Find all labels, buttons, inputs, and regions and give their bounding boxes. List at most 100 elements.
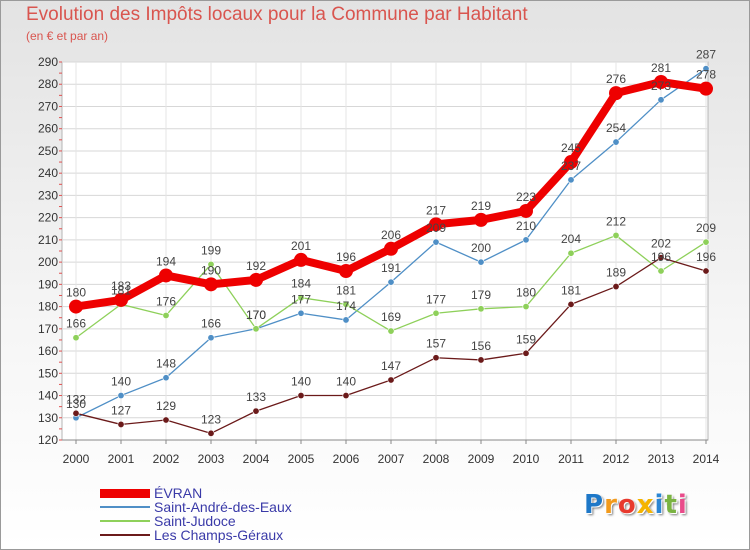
y-tick-label: 260 <box>38 122 58 136</box>
data-point <box>384 241 398 256</box>
data-label: 123 <box>201 412 221 426</box>
y-tick-label: 150 <box>38 366 58 380</box>
data-point <box>477 305 485 313</box>
data-label: 179 <box>471 288 491 302</box>
data-point <box>567 300 575 308</box>
data-point <box>387 376 395 384</box>
y-tick-label: 170 <box>38 322 58 336</box>
data-point <box>567 176 575 184</box>
y-tick-label: 160 <box>38 344 58 358</box>
data-label: 210 <box>516 219 536 233</box>
data-point <box>432 238 440 246</box>
data-label: 254 <box>606 121 626 135</box>
data-point <box>252 325 260 333</box>
data-label: 281 <box>651 61 671 75</box>
legend-label: ÉVRAN <box>154 485 203 501</box>
data-point <box>204 277 218 292</box>
x-tick-label: 2007 <box>378 452 405 466</box>
chart-legend: ÉVRAN Saint-André-des-Eaux Saint-Judoce Les… <box>100 485 360 543</box>
legend-item: ÉVRAN <box>100 485 360 501</box>
legend-swatch <box>100 520 150 522</box>
data-point <box>522 349 530 357</box>
data-point <box>477 356 485 364</box>
logo-letter: i <box>654 490 665 520</box>
data-point <box>162 374 170 382</box>
data-point <box>252 407 260 415</box>
data-label: 237 <box>561 159 581 173</box>
data-label: 166 <box>66 317 86 331</box>
x-tick-label: 2011 <box>558 452 584 466</box>
y-tick-label: 240 <box>38 166 58 180</box>
chart-title: Evolution des Impôts locaux pour la Comm… <box>26 4 528 25</box>
y-tick-label: 120 <box>38 433 58 447</box>
legend-item: Saint-André-des-Eaux <box>100 499 360 515</box>
data-label: 148 <box>156 357 176 371</box>
x-tick-label: 2005 <box>288 452 315 466</box>
x-tick-label: 2001 <box>108 452 135 466</box>
data-point <box>567 249 575 257</box>
x-tick-label: 2009 <box>468 452 495 466</box>
data-point <box>297 309 305 317</box>
data-point <box>657 254 665 262</box>
y-tick-label: 210 <box>38 233 58 247</box>
logo-letter: i <box>677 490 688 520</box>
y-tick-label: 290 <box>38 55 58 69</box>
logo-letter: o <box>617 490 637 520</box>
data-point <box>654 75 668 90</box>
x-tick-label: 2013 <box>648 452 675 466</box>
data-label: 209 <box>426 221 446 235</box>
data-label: 287 <box>696 48 716 62</box>
x-tick-label: 2003 <box>198 452 225 466</box>
data-label: 183 <box>111 279 131 293</box>
data-point <box>207 334 215 342</box>
data-point <box>72 334 80 342</box>
data-point <box>114 292 128 307</box>
data-label: 147 <box>381 359 401 373</box>
data-label: 140 <box>111 375 131 389</box>
data-label: 191 <box>381 261 401 275</box>
y-tick-label: 220 <box>38 211 58 225</box>
data-point <box>657 96 665 104</box>
y-tick-label: 230 <box>38 188 58 202</box>
legend-label: Saint-André-des-Eaux <box>154 499 292 515</box>
data-point <box>294 252 308 267</box>
data-point <box>297 294 305 302</box>
data-point <box>474 212 488 227</box>
data-point <box>519 203 533 218</box>
data-label: 157 <box>426 337 446 351</box>
data-label: 181 <box>111 283 131 297</box>
data-point <box>297 392 305 400</box>
y-tick-label: 140 <box>38 389 58 403</box>
data-point <box>522 303 530 311</box>
data-label: 212 <box>606 214 626 228</box>
data-label: 192 <box>246 259 266 273</box>
data-label: 200 <box>471 241 491 255</box>
data-point <box>702 267 710 275</box>
data-point <box>207 260 215 268</box>
data-label: 140 <box>291 375 311 389</box>
data-label: 196 <box>336 250 356 264</box>
y-tick-label: 280 <box>38 77 58 91</box>
data-point <box>612 138 620 146</box>
data-point <box>162 416 170 424</box>
data-point <box>699 81 713 96</box>
data-label: 133 <box>246 390 266 404</box>
x-tick-label: 2006 <box>333 452 360 466</box>
data-point <box>702 65 710 73</box>
data-label: 276 <box>606 72 626 86</box>
data-label: 204 <box>561 232 581 246</box>
data-point <box>657 267 665 275</box>
data-point <box>249 272 263 287</box>
data-label: 209 <box>696 221 716 235</box>
data-label: 245 <box>561 141 581 155</box>
data-label: 199 <box>201 243 221 257</box>
data-label: 194 <box>156 254 176 268</box>
data-point <box>432 309 440 317</box>
data-label: 201 <box>291 239 311 253</box>
data-label: 278 <box>696 68 716 82</box>
data-label: 170 <box>246 308 266 322</box>
legend-swatch <box>100 506 150 508</box>
legend-item: Les Champs-Géraux <box>100 527 360 543</box>
legend-swatch <box>100 534 150 536</box>
data-point <box>342 300 350 308</box>
